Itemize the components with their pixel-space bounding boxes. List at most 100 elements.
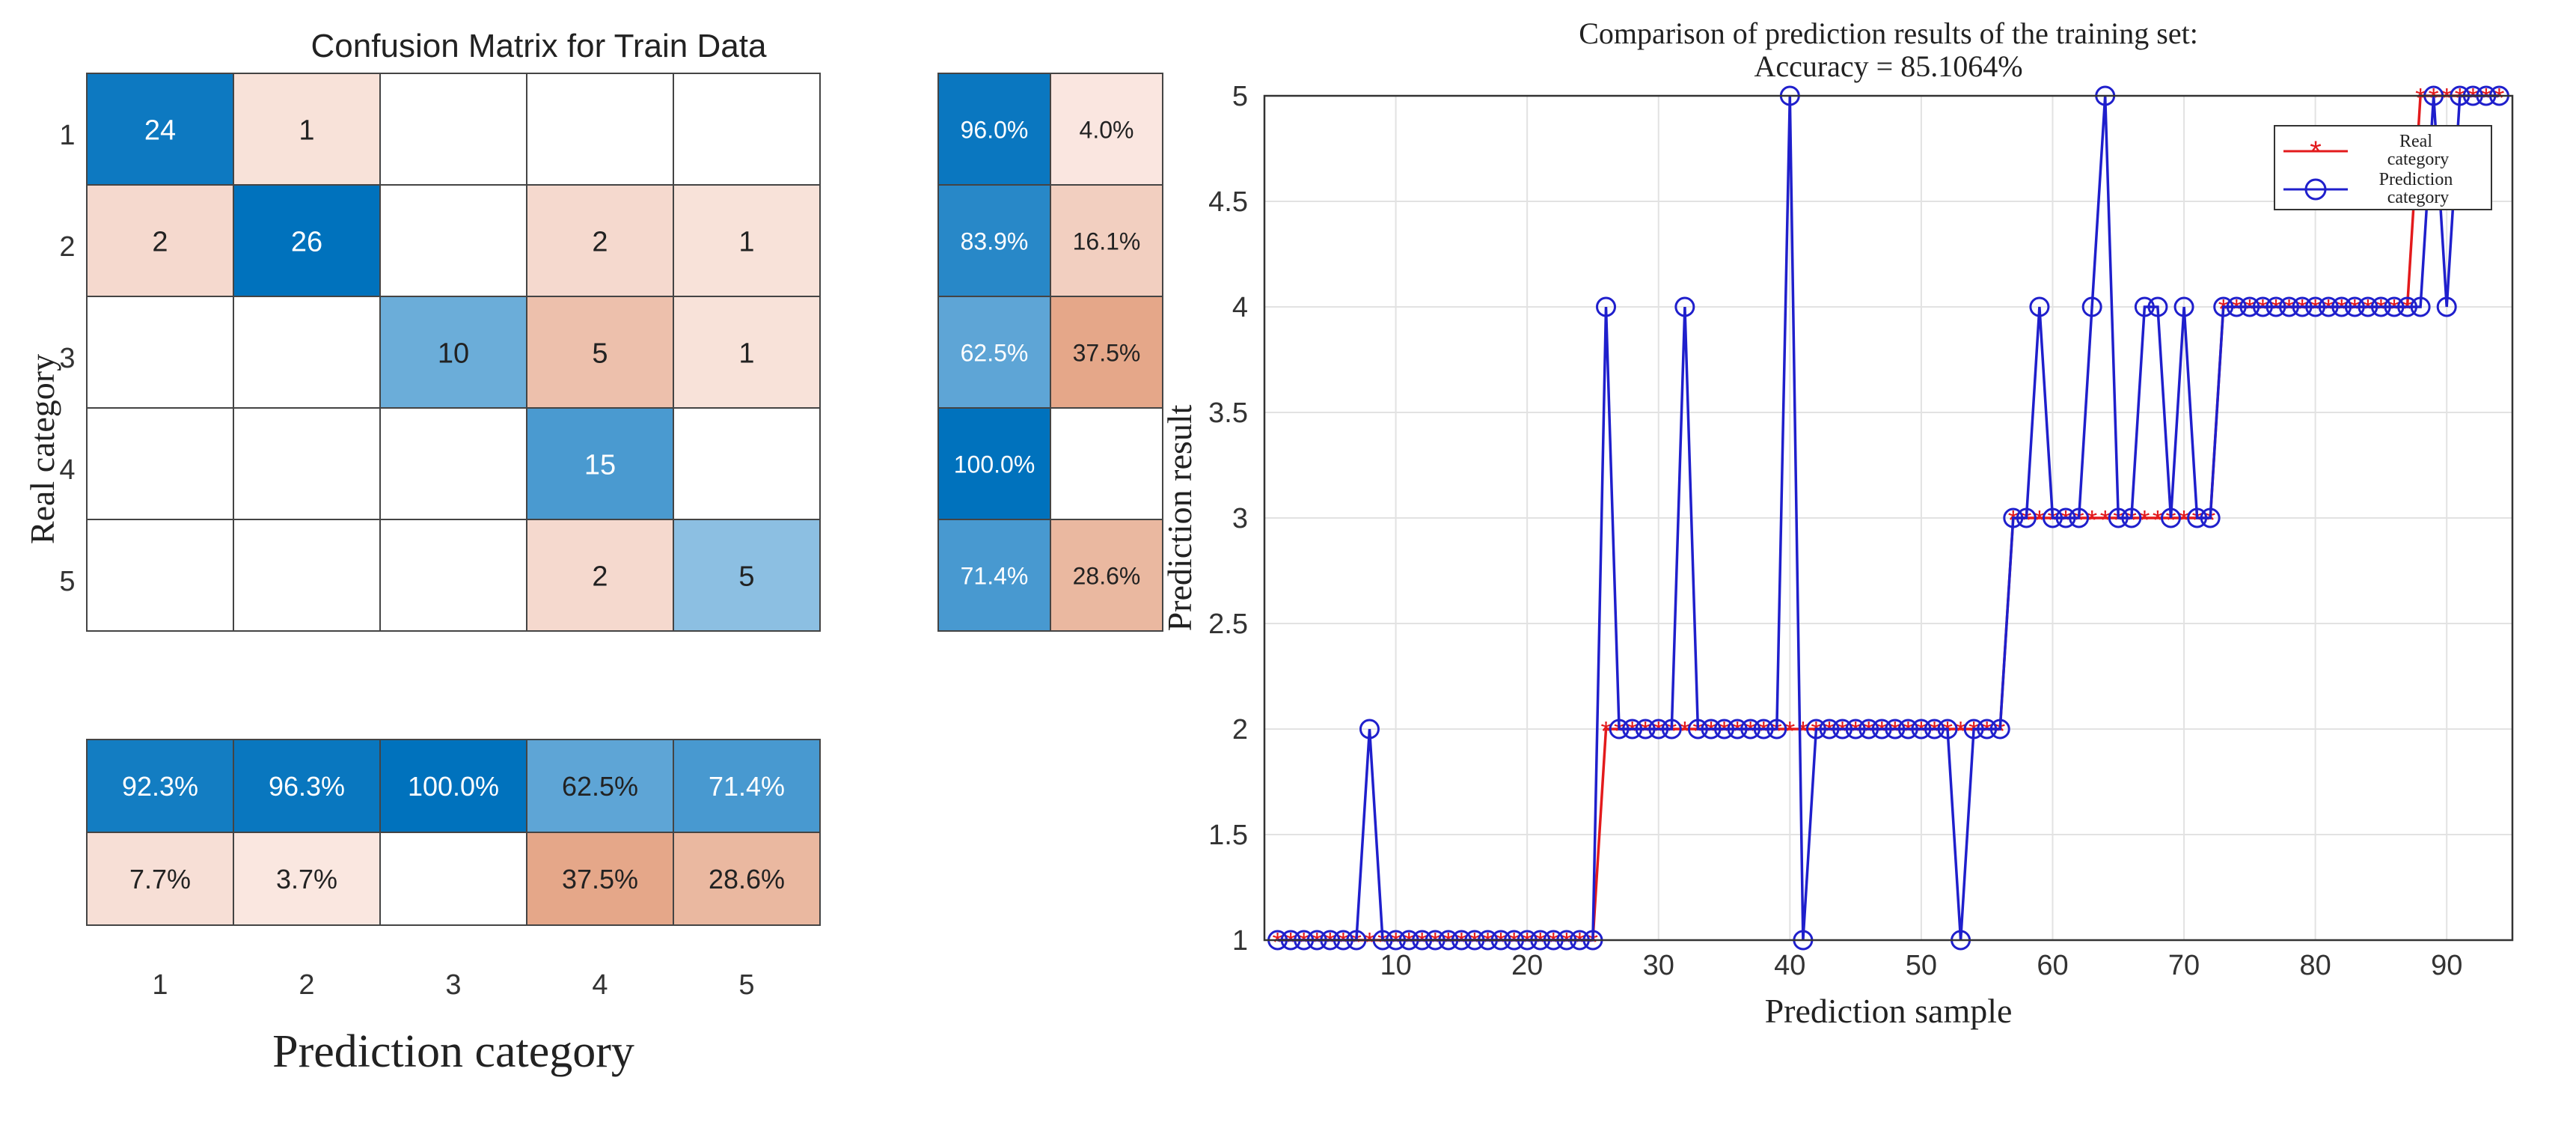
circle-marker-icon (2304, 178, 2327, 201)
legend-real-label: Real category (2387, 132, 2450, 169)
row-label: 5 (59, 566, 75, 597)
real-category-point: * (1784, 716, 1795, 746)
column-summary-cell (673, 739, 821, 833)
chart-ylabel: Prediction result (1160, 404, 1199, 631)
column-summary-grid: 92.3% 96.3% 100.0% 62.5% 71.4% 7.7% 3.7% 37.5% 2… (86, 739, 821, 926)
x-tick-label: 80 (2299, 950, 2331, 981)
col-label: 3 (445, 969, 461, 1001)
axis-ticks: 10 20 30 40 50 60 70 80 90 1 1.5 2 2.5 3 3.5 4 4.5 5 (1208, 81, 2462, 981)
real-category-point: * (2100, 504, 2111, 535)
prediction-category-point (1989, 719, 2010, 740)
chart-title: Comparison of prediction results of the … (1579, 16, 2198, 50)
column-summary-value: 3.7% (276, 864, 337, 894)
matrix-cell (379, 407, 527, 520)
matrix-cell (526, 407, 674, 520)
matrix-cell-value: 5 (592, 338, 608, 370)
row-summary-value: 71.4% (961, 563, 1029, 590)
prediction-category-point (1832, 719, 1853, 740)
prediction-category-point (2226, 296, 2247, 317)
real-category-point: * (1680, 716, 1690, 746)
legend-real-label-part: category (2387, 150, 2450, 169)
y-tick-label: 1.5 (1208, 820, 1248, 851)
row-summary-value: 37.5% (1073, 340, 1141, 367)
prediction-category-point (1359, 719, 1380, 740)
column-summary-value: 7.7% (129, 864, 191, 894)
matrix-cell (673, 184, 821, 297)
real-category-point: * (1600, 716, 1611, 746)
row-summary-cell (937, 407, 1051, 520)
real-category-point: * (2415, 82, 2426, 113)
prediction-category-point (1648, 719, 1669, 740)
row-summary-cell (1050, 184, 1163, 297)
matrix-cell (526, 296, 674, 409)
matrix-cell-value: 2 (592, 561, 608, 593)
column-summary-cell (86, 832, 234, 926)
column-summary-cell (526, 739, 674, 833)
prediction-category-point (1845, 719, 1866, 740)
prediction-category-point (2147, 296, 2168, 317)
real-category-point: * (2034, 504, 2045, 535)
prediction-category-point (2358, 296, 2378, 317)
prediction-category-point (1609, 719, 1630, 740)
matrix-cell (379, 184, 527, 297)
column-summary-value: 62.5% (562, 771, 638, 802)
matrix-cell (673, 73, 821, 186)
col-label: 1 (152, 969, 168, 1001)
y-tick-label: 4.5 (1208, 186, 1248, 218)
matrix-cell-value: 1 (738, 227, 754, 258)
x-tick-label: 30 (1643, 950, 1674, 981)
matrix-cell (233, 296, 381, 409)
column-summary-value: 92.3% (122, 771, 198, 802)
y-tick-label: 1 (1232, 925, 1248, 957)
prediction-category-point (1727, 719, 1748, 740)
prediction-category-point (1596, 296, 1617, 317)
legend-real-label-part: Real (2399, 132, 2432, 151)
prediction-category-point (1766, 719, 1787, 740)
prediction-category-point (1805, 719, 1826, 740)
y-tick-label: 4 (1232, 292, 1248, 323)
confusion-col-labels: 1 2 3 4 5 (152, 969, 754, 1001)
matrix-cell-value: 2 (592, 227, 608, 258)
matrix-cell-value: 5 (738, 561, 754, 593)
real-category-point: * (2087, 504, 2097, 535)
legend[interactable]: * Real category Prediction category (2274, 125, 2492, 210)
prediction-category-point (1714, 719, 1735, 740)
prediction-category-point (2370, 296, 2391, 317)
x-tick-label: 50 (1906, 950, 1937, 981)
prediction-category-point (1661, 719, 1682, 740)
col-label: 4 (592, 969, 608, 1001)
matrix-cell (86, 184, 234, 297)
confusion-ylabel: Real category (23, 354, 61, 544)
x-tick-label: 90 (2431, 950, 2462, 981)
prediction-category-point (1937, 719, 1958, 740)
matrix-cell (86, 407, 234, 520)
prediction-category-point (2344, 296, 2365, 317)
chart-subtitle: Accuracy = 85.1064% (1754, 49, 2022, 83)
prediction-category-point (1911, 719, 1932, 740)
prediction-category-point (1674, 296, 1695, 317)
prediction-category-point (2081, 296, 2102, 317)
real-category-point: * (2441, 82, 2452, 113)
col-label: 5 (738, 969, 754, 1001)
confusion-row-labels: 1 2 3 4 5 (59, 120, 75, 597)
row-summary-cell (1050, 73, 1163, 186)
prediction-category-point (1701, 719, 1722, 740)
prediction-category-point (2239, 296, 2260, 317)
prediction-category-point (1635, 719, 1656, 740)
column-summary-value: 100.0% (408, 771, 499, 802)
y-tick-label: 5 (1232, 81, 1248, 112)
matrix-cell-value: 15 (584, 450, 616, 481)
matrix-cell-value: 1 (738, 338, 754, 370)
prediction-category-point (1871, 719, 1892, 740)
row-summary-value: 100.0% (954, 451, 1035, 478)
row-summary-value: 62.5% (961, 340, 1029, 367)
prediction-category-point (1963, 719, 1984, 740)
row-summary-cell (937, 73, 1051, 186)
matrix-cell (233, 184, 381, 297)
real-category-point: * (2179, 504, 2189, 535)
row-summary-value: 83.9% (961, 228, 1029, 255)
legend-pred-label: Prediction category (2379, 170, 2458, 207)
matrix-cell (526, 73, 674, 186)
column-summary-cell (379, 832, 527, 926)
